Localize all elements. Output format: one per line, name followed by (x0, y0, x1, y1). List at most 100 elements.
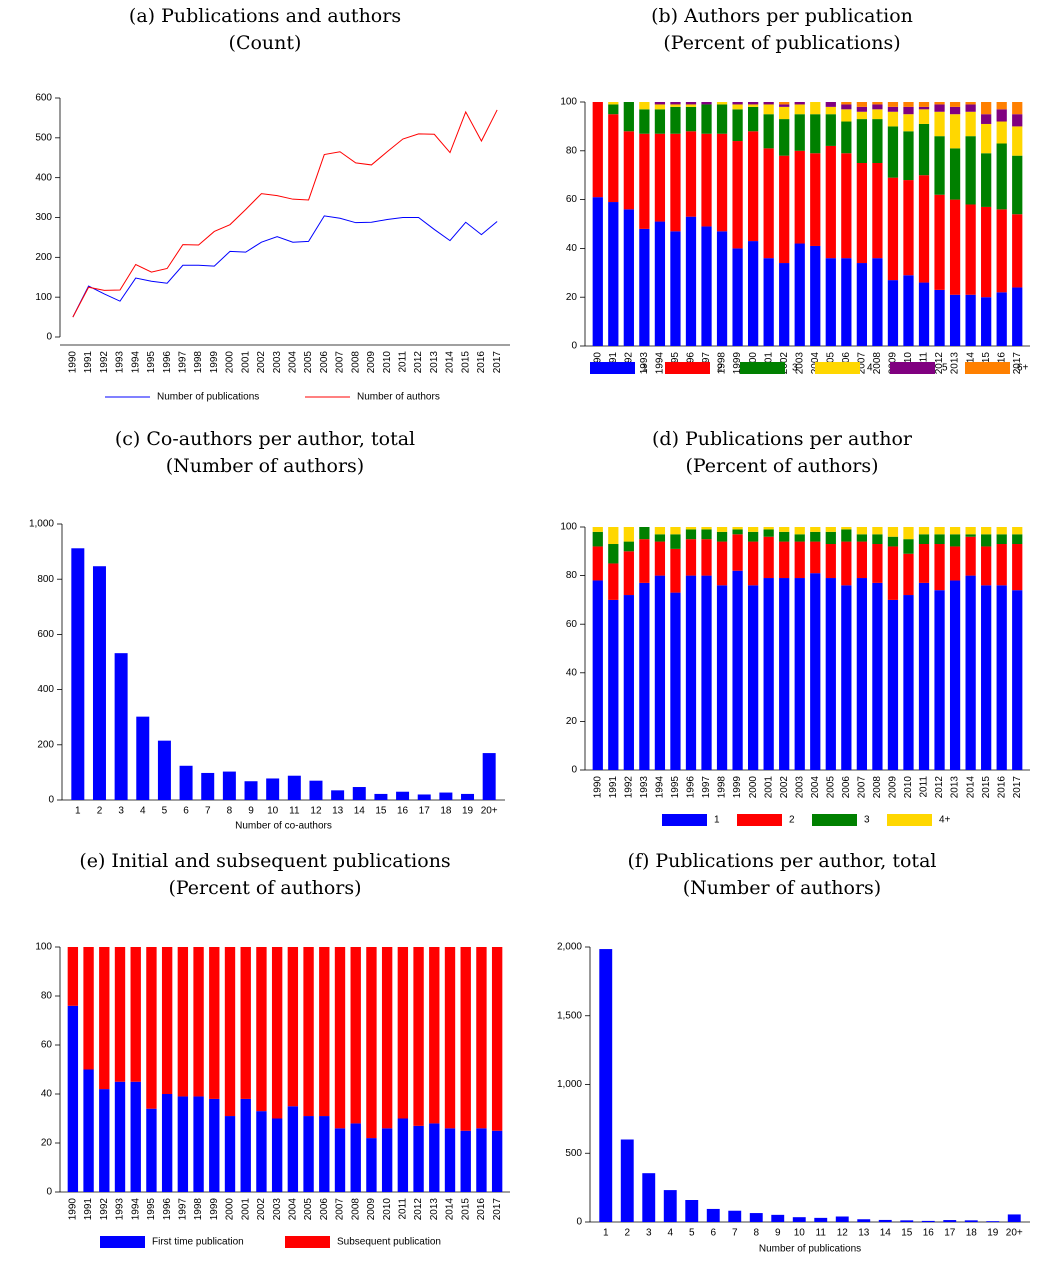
x-axis-label: Number of co-authors (235, 821, 332, 832)
x-tick-label: 1992 (99, 351, 110, 374)
bar-segment (810, 573, 821, 770)
x-tick-label: 5 (689, 1228, 695, 1239)
x-tick-label: 14 (354, 806, 366, 817)
bar-segment (444, 947, 456, 1129)
bar-segment (918, 175, 930, 283)
bar-segment (732, 527, 743, 530)
bar-segment (747, 541, 759, 586)
bar (964, 1220, 978, 1222)
bar-segment (903, 595, 914, 770)
bar (814, 1217, 828, 1222)
bar-segment (716, 133, 728, 232)
chart-title: (d) Publications per author (652, 428, 913, 450)
x-tick-label: 2013 (950, 776, 961, 799)
bar-segment (810, 114, 821, 154)
bar-segment (810, 153, 821, 246)
chart-subtitle: (Number of authors) (683, 877, 881, 899)
x-tick-label: 9 (248, 806, 254, 817)
y-tick-label: 200 (37, 739, 54, 750)
bar-segment (856, 119, 868, 163)
x-tick-label: 1997 (177, 351, 188, 374)
bar-segment (872, 258, 883, 346)
bar-segment (670, 231, 681, 346)
bar-segment (287, 1106, 299, 1192)
legend-label: Number of publications (157, 392, 259, 403)
legend-label: 3 (864, 815, 870, 826)
bar-segment (701, 102, 712, 105)
bar-segment (303, 947, 314, 1117)
bar-segment (794, 534, 805, 542)
bar-segment (779, 106, 790, 120)
bar-segment (918, 106, 930, 110)
bar-segment (608, 104, 619, 115)
bar-segment (83, 1069, 94, 1192)
bar-segment (592, 546, 603, 581)
bar (179, 765, 193, 800)
bar-segment (381, 1128, 393, 1192)
bar (287, 775, 301, 800)
bar-segment (685, 131, 697, 217)
bar-segment (934, 104, 945, 112)
bar-segment (701, 527, 712, 530)
legend-swatch (812, 814, 857, 826)
x-tick-label: 1990 (592, 776, 603, 799)
y-tick-label: 400 (35, 172, 52, 183)
bar (374, 793, 388, 800)
x-tick-label: 2017 (1012, 776, 1023, 799)
bar-segment (1012, 534, 1023, 545)
bar-segment (654, 541, 666, 576)
bar-segment (623, 595, 634, 770)
bar-segment (779, 104, 790, 107)
x-tick-label: 18 (966, 1228, 978, 1239)
bar-segment (685, 102, 697, 105)
y-tick-label: 600 (35, 93, 52, 104)
bar-segment (256, 1111, 267, 1192)
bar-segment (996, 121, 1007, 144)
bar (157, 740, 171, 800)
bar-segment (981, 546, 992, 586)
x-tick-label: 16 (397, 806, 409, 817)
bar-segment (825, 544, 836, 579)
bar-segment (130, 1081, 141, 1192)
bar-segment (996, 534, 1007, 545)
x-tick-label: 20+ (481, 806, 498, 817)
bar-segment (592, 102, 603, 198)
bar-segment (965, 575, 976, 770)
x-tick-label: 2015 (460, 351, 471, 374)
bar-segment (981, 527, 992, 535)
y-tick-label: 60 (566, 619, 578, 630)
bar-segment (716, 541, 728, 586)
y-tick-label: 80 (41, 991, 53, 1002)
x-tick-label: 2009 (366, 1198, 377, 1221)
y-tick-label: 600 (37, 629, 54, 640)
x-tick-label: 2012 (934, 352, 945, 375)
bar (943, 1220, 957, 1222)
x-tick-label: 2006 (319, 351, 330, 374)
bar-segment (794, 578, 805, 770)
x-tick-label: 2010 (903, 776, 914, 799)
bar (663, 1190, 677, 1222)
bar-segment (934, 527, 945, 535)
chart-subtitle: (Percent of authors) (685, 455, 878, 477)
bar-segment (825, 102, 836, 107)
y-tick-label: 0 (571, 765, 577, 776)
bar-segment (287, 947, 299, 1107)
x-tick-label: 1995 (146, 1198, 157, 1221)
y-tick-label: 1,000 (29, 519, 54, 530)
bar-segment (810, 245, 821, 346)
bar-segment (732, 109, 743, 142)
bar-segment (794, 541, 805, 579)
x-tick-label: 2015 (460, 1198, 471, 1221)
bar (136, 716, 150, 800)
x-tick-label: 2008 (350, 1198, 361, 1221)
bar-segment (608, 599, 619, 770)
x-tick-label: 15 (901, 1228, 913, 1239)
legend-swatch (740, 362, 785, 374)
bar-segment (981, 102, 992, 115)
bar (835, 1216, 849, 1222)
bar-segment (918, 123, 930, 176)
y-tick-label: 500 (35, 132, 52, 143)
x-tick-label: 1993 (639, 352, 650, 375)
x-tick-label: 19 (987, 1228, 999, 1239)
bar-segment (608, 527, 619, 545)
